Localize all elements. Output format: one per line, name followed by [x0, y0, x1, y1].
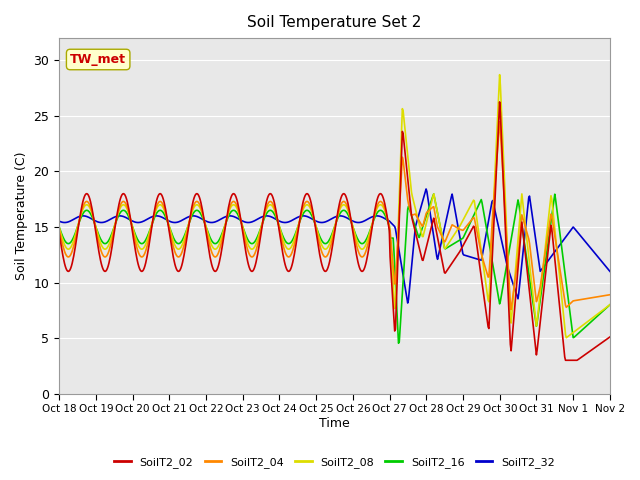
SoilT2_02: [496, 99, 504, 105]
SoilT2_16: [122, 209, 130, 215]
SoilT2_16: [65, 240, 73, 246]
SoilT2_02: [562, 358, 570, 363]
SoilT2_04: [65, 254, 73, 260]
Y-axis label: Soil Temperature (C): Soil Temperature (C): [15, 152, 28, 280]
SoilT2_08: [606, 302, 614, 308]
Line: SoilT2_32: SoilT2_32: [59, 189, 610, 303]
Line: SoilT2_04: SoilT2_04: [59, 122, 610, 310]
SoilT2_08: [178, 243, 186, 249]
SoilT2_32: [606, 268, 614, 274]
SoilT2_32: [55, 218, 63, 224]
Line: SoilT2_02: SoilT2_02: [59, 102, 610, 360]
SoilT2_32: [419, 200, 426, 205]
SoilT2_02: [55, 229, 63, 235]
SoilT2_32: [65, 219, 73, 225]
SoilT2_16: [178, 238, 186, 244]
Text: TW_met: TW_met: [70, 53, 126, 66]
Title: Soil Temperature Set 2: Soil Temperature Set 2: [247, 15, 422, 30]
SoilT2_32: [122, 215, 130, 220]
SoilT2_16: [395, 340, 403, 346]
SoilT2_16: [207, 236, 214, 242]
SoilT2_04: [508, 307, 515, 312]
X-axis label: Time: Time: [319, 417, 350, 430]
SoilT2_16: [606, 302, 614, 308]
SoilT2_04: [496, 119, 504, 125]
SoilT2_04: [178, 250, 186, 256]
SoilT2_08: [496, 72, 504, 78]
Line: SoilT2_16: SoilT2_16: [59, 194, 610, 343]
SoilT2_02: [65, 268, 73, 274]
SoilT2_32: [178, 217, 186, 223]
SoilT2_08: [401, 130, 409, 136]
SoilT2_04: [401, 177, 409, 183]
SoilT2_08: [122, 204, 130, 209]
SoilT2_04: [606, 292, 614, 298]
SoilT2_04: [122, 201, 130, 206]
SoilT2_02: [178, 263, 186, 268]
SoilT2_16: [419, 225, 426, 231]
SoilT2_02: [418, 254, 426, 260]
SoilT2_08: [563, 335, 570, 341]
SoilT2_04: [418, 222, 426, 228]
SoilT2_08: [55, 224, 63, 230]
SoilT2_32: [404, 300, 412, 306]
Line: SoilT2_08: SoilT2_08: [59, 75, 610, 338]
Legend: SoilT2_02, SoilT2_04, SoilT2_08, SoilT2_16, SoilT2_32: SoilT2_02, SoilT2_04, SoilT2_08, SoilT2_…: [109, 453, 559, 472]
SoilT2_04: [207, 247, 214, 252]
SoilT2_02: [122, 194, 130, 200]
SoilT2_32: [401, 286, 409, 292]
SoilT2_08: [65, 246, 73, 252]
SoilT2_02: [606, 334, 614, 340]
SoilT2_08: [418, 230, 426, 236]
SoilT2_16: [403, 230, 410, 236]
SoilT2_08: [207, 240, 214, 246]
SoilT2_32: [207, 220, 214, 226]
SoilT2_02: [207, 258, 214, 264]
SoilT2_02: [401, 153, 409, 159]
SoilT2_16: [55, 224, 63, 230]
SoilT2_32: [422, 186, 430, 192]
SoilT2_16: [430, 191, 438, 197]
SoilT2_04: [55, 226, 63, 232]
